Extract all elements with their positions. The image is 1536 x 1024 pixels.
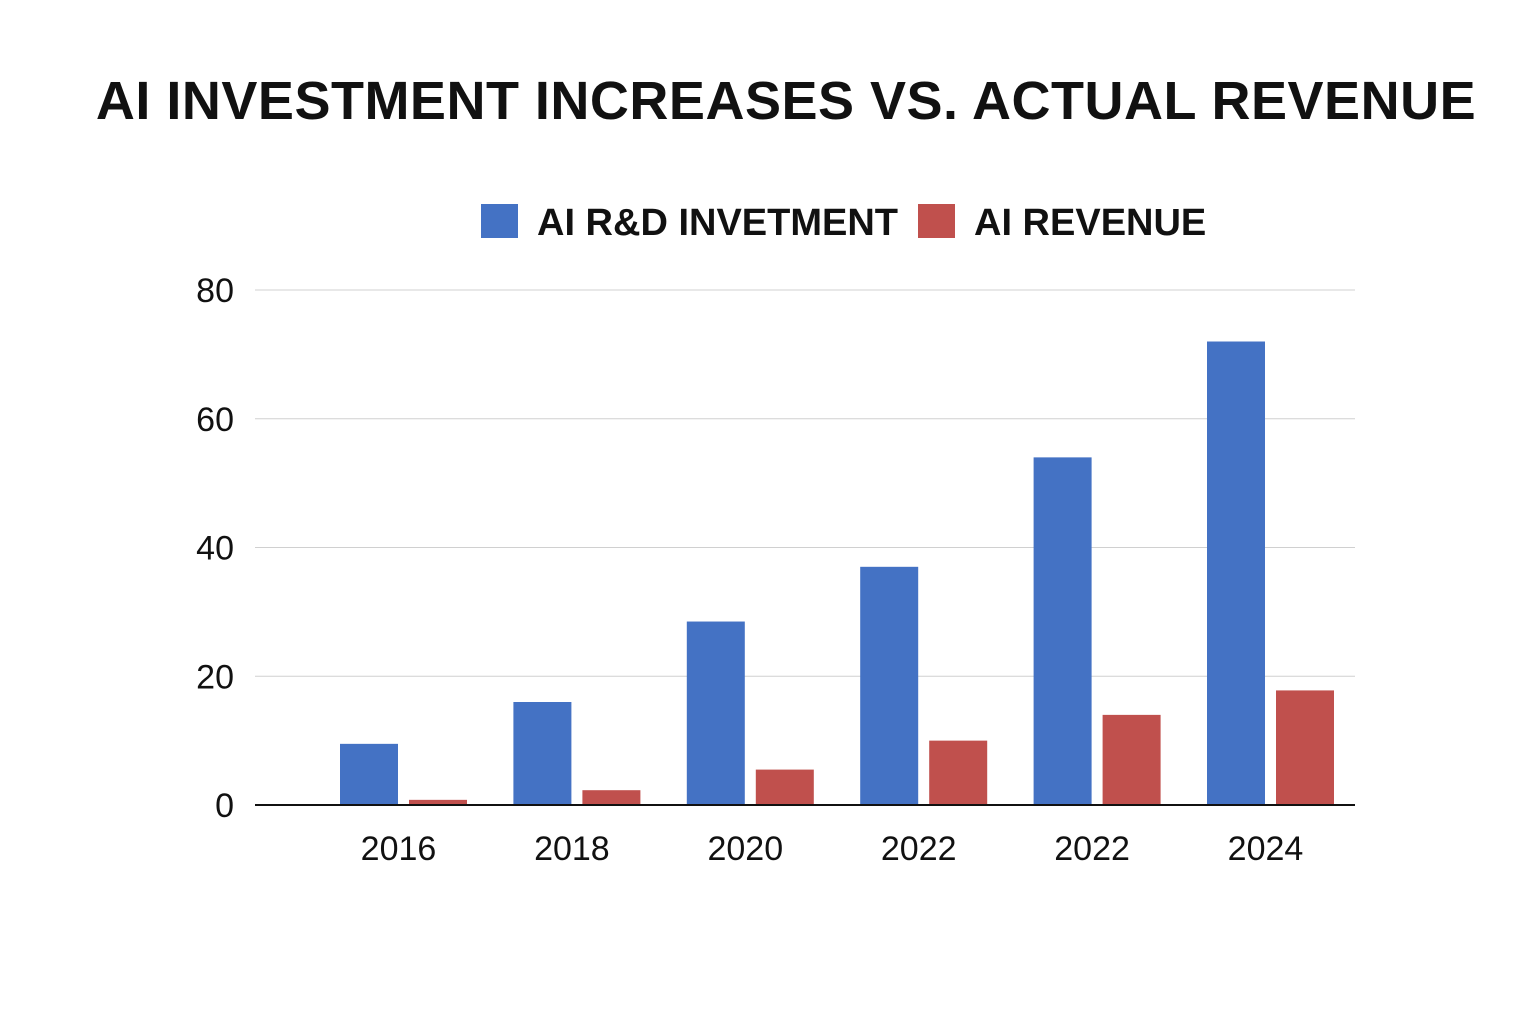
bar-investment-2024 — [1207, 341, 1265, 805]
x-tick-label: 2020 — [707, 830, 783, 868]
y-tick-label: 80 — [196, 272, 234, 310]
bar-revenue-2018 — [582, 790, 641, 805]
bar-revenue-2020 — [755, 769, 814, 805]
legend-label-investment: AI R&D INVETMENT — [537, 202, 898, 244]
bar-revenue-2016 — [409, 799, 467, 805]
y-axis-ticks: 0 20 40 60 80 — [196, 272, 234, 825]
legend-swatch-investment — [481, 204, 518, 238]
chart-title: AI INVESTMENT INCREASES VS. ACTUAL REVEN… — [95, 71, 1477, 131]
y-tick-label: 60 — [196, 401, 234, 439]
bar-investment-2016 — [340, 743, 398, 805]
bar-investment-2022 — [1033, 457, 1092, 805]
legend-label-revenue: AI REVENUE — [974, 202, 1206, 244]
x-tick-label: 2018 — [534, 830, 610, 868]
bar-investment-2018 — [513, 702, 572, 805]
x-tick-label: 2024 — [1228, 830, 1304, 868]
y-tick-label: 20 — [196, 658, 234, 696]
bar-revenue-2022 — [1102, 714, 1161, 805]
x-tick-label: 2022 — [1054, 830, 1130, 868]
legend: AI R&D INVETMENT AI REVENUE — [481, 202, 1206, 244]
x-tick-label: 2016 — [361, 830, 437, 868]
x-tick-label: 2022 — [881, 830, 957, 868]
y-tick-label: 40 — [196, 530, 234, 568]
bar-revenue-2024 — [1276, 690, 1334, 805]
bar-investment-2020 — [686, 621, 745, 805]
x-axis-ticks: 2016 2018 2020 2022 2022 2024 — [361, 830, 1304, 868]
gridlines — [255, 289, 1355, 677]
bar-investment-2022 — [860, 566, 919, 805]
legend-swatch-revenue — [918, 204, 955, 238]
bar-revenue-2022 — [929, 740, 988, 805]
y-tick-label: 0 — [215, 787, 234, 825]
bars — [340, 341, 1334, 805]
